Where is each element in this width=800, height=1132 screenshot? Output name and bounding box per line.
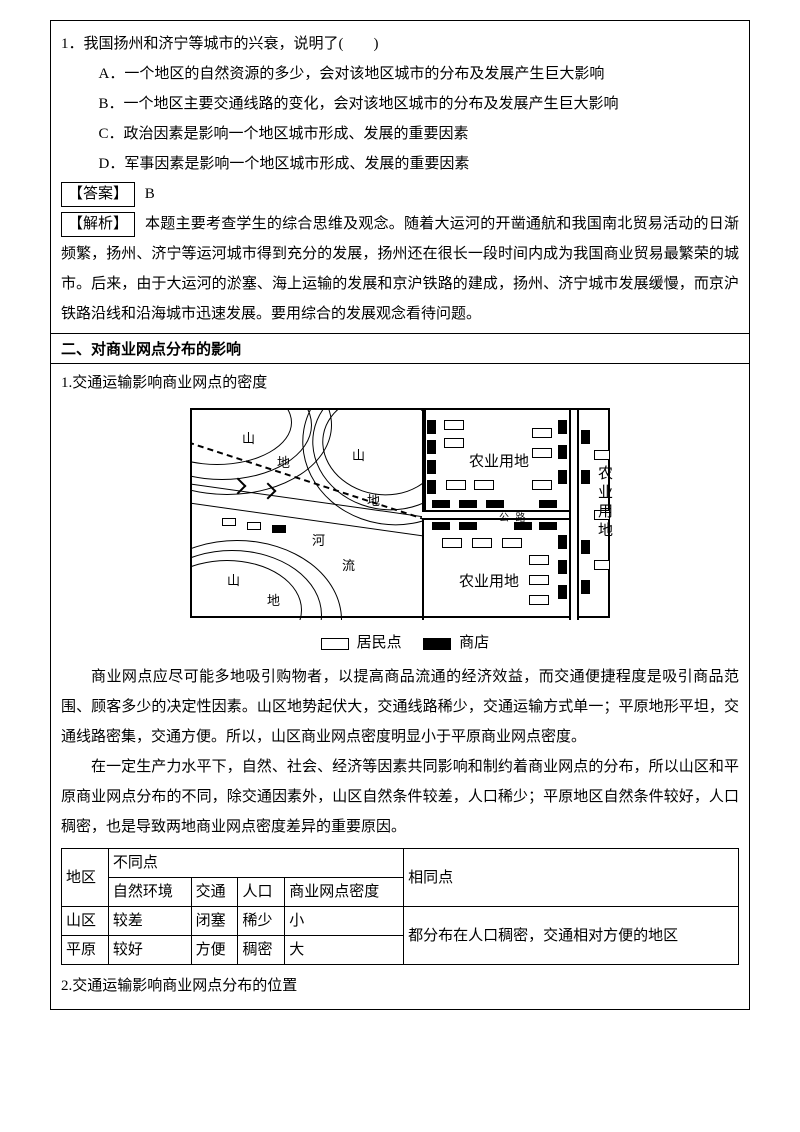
cell-plain-pop: 稠密 bbox=[238, 936, 285, 965]
th-same: 相同点 bbox=[404, 849, 739, 907]
analysis-block: 【解析】 本题主要考查学生的综合思维及观念。随着大运河的开凿通航和我国南北贸易活… bbox=[61, 209, 739, 329]
subheading-1: 1.交通运输影响商业网点的密度 bbox=[61, 368, 739, 398]
body-paragraph-1: 商业网点应尽可能多地吸引购物者，以提高商品流通的经济效益，而交通便捷程度是吸引商… bbox=[61, 662, 739, 752]
th-region: 地区 bbox=[62, 849, 109, 907]
label-farm1: 农业用地 bbox=[469, 450, 529, 471]
cell-plain-density: 大 bbox=[285, 936, 404, 965]
answer-label: 【答案】 bbox=[61, 182, 135, 207]
section-heading: 二、对商业网点分布的影响 bbox=[51, 333, 749, 364]
table-row: 地区 不同点 相同点 bbox=[62, 849, 739, 878]
label-shan1: 山 bbox=[242, 428, 255, 447]
option-d: D．军事因素是影响一个地区城市形成、发展的重要因素 bbox=[61, 149, 739, 179]
option-c: C．政治因素是影响一个地区城市形成、发展的重要因素 bbox=[61, 119, 739, 149]
subheading-2: 2.交通运输影响商业网点分布的位置 bbox=[61, 971, 739, 1001]
diagram-container: 山 地 山 地 山 地 河 流 bbox=[61, 408, 739, 652]
legend-store-icon bbox=[423, 638, 451, 650]
label-di3: 地 bbox=[267, 590, 280, 609]
answer-line: 【答案】 B bbox=[61, 179, 739, 209]
th-traffic: 交通 bbox=[191, 878, 238, 907]
legend-store-label: 商店 bbox=[459, 635, 489, 651]
cell-mountain-pop: 稀少 bbox=[238, 907, 285, 936]
comparison-table: 地区 不同点 相同点 自然环境 交通 人口 商业网点密度 山区 较差 闭塞 稀少… bbox=[61, 848, 739, 965]
option-a: A．一个地区的自然资源的多少，会对该地区城市的分布及发展产生巨大影响 bbox=[61, 59, 739, 89]
label-liu: 流 bbox=[342, 555, 355, 574]
diagram-plain-area: 农业用地 农业用地 农业用地 公 路 bbox=[422, 410, 612, 620]
cell-same: 都分布在人口稠密，交通相对方便的地区 bbox=[404, 907, 739, 965]
label-farm2: 农业用地 bbox=[459, 570, 519, 591]
table-row: 山区 较差 闭塞 稀少 小 都分布在人口稠密，交通相对方便的地区 bbox=[62, 907, 739, 936]
body-paragraph-2: 在一定生产力水平下，自然、社会、经济等因素共同影响和制约着商业网点的分布，所以山… bbox=[61, 752, 739, 842]
label-shan2: 山 bbox=[352, 445, 365, 464]
th-env: 自然环境 bbox=[108, 878, 191, 907]
th-pop: 人口 bbox=[238, 878, 285, 907]
analysis-label: 【解析】 bbox=[61, 212, 135, 237]
legend-resident-icon bbox=[321, 638, 349, 650]
cell-mountain-env: 较差 bbox=[108, 907, 191, 936]
label-he: 河 bbox=[312, 530, 325, 549]
cell-mountain-density: 小 bbox=[285, 907, 404, 936]
label-shan3: 山 bbox=[227, 570, 240, 589]
diagram-legend: 居民点 商店 bbox=[61, 631, 739, 652]
label-road: 公 路 bbox=[499, 509, 528, 524]
option-b: B．一个地区主要交通线路的变化，会对该地区城市的分布及发展产生巨大影响 bbox=[61, 89, 739, 119]
th-density: 商业网点密度 bbox=[285, 878, 404, 907]
diagram-mountain-area: 山 地 山 地 山 地 河 流 bbox=[192, 410, 422, 620]
answer-value: B bbox=[145, 186, 155, 202]
analysis-text: 本题主要考查学生的综合思维及观念。随着大运河的开凿通航和我国南北贸易活动的日渐频… bbox=[61, 216, 739, 322]
cell-plain-env: 较好 bbox=[108, 936, 191, 965]
label-di2: 地 bbox=[367, 490, 380, 509]
terrain-diagram: 山 地 山 地 山 地 河 流 bbox=[190, 408, 610, 618]
cell-mountain-name: 山区 bbox=[62, 907, 109, 936]
label-farm3: 农业用地 bbox=[594, 465, 615, 541]
cell-mountain-traffic: 闭塞 bbox=[191, 907, 238, 936]
th-diff: 不同点 bbox=[108, 849, 403, 878]
cell-plain-name: 平原 bbox=[62, 936, 109, 965]
question-stem: 1．我国扬州和济宁等城市的兴衰，说明了( ) bbox=[61, 29, 739, 59]
label-di1: 地 bbox=[277, 452, 290, 471]
cell-plain-traffic: 方便 bbox=[191, 936, 238, 965]
legend-resident-label: 居民点 bbox=[357, 635, 402, 651]
document-page: 1．我国扬州和济宁等城市的兴衰，说明了( ) A．一个地区的自然资源的多少，会对… bbox=[50, 20, 750, 1010]
